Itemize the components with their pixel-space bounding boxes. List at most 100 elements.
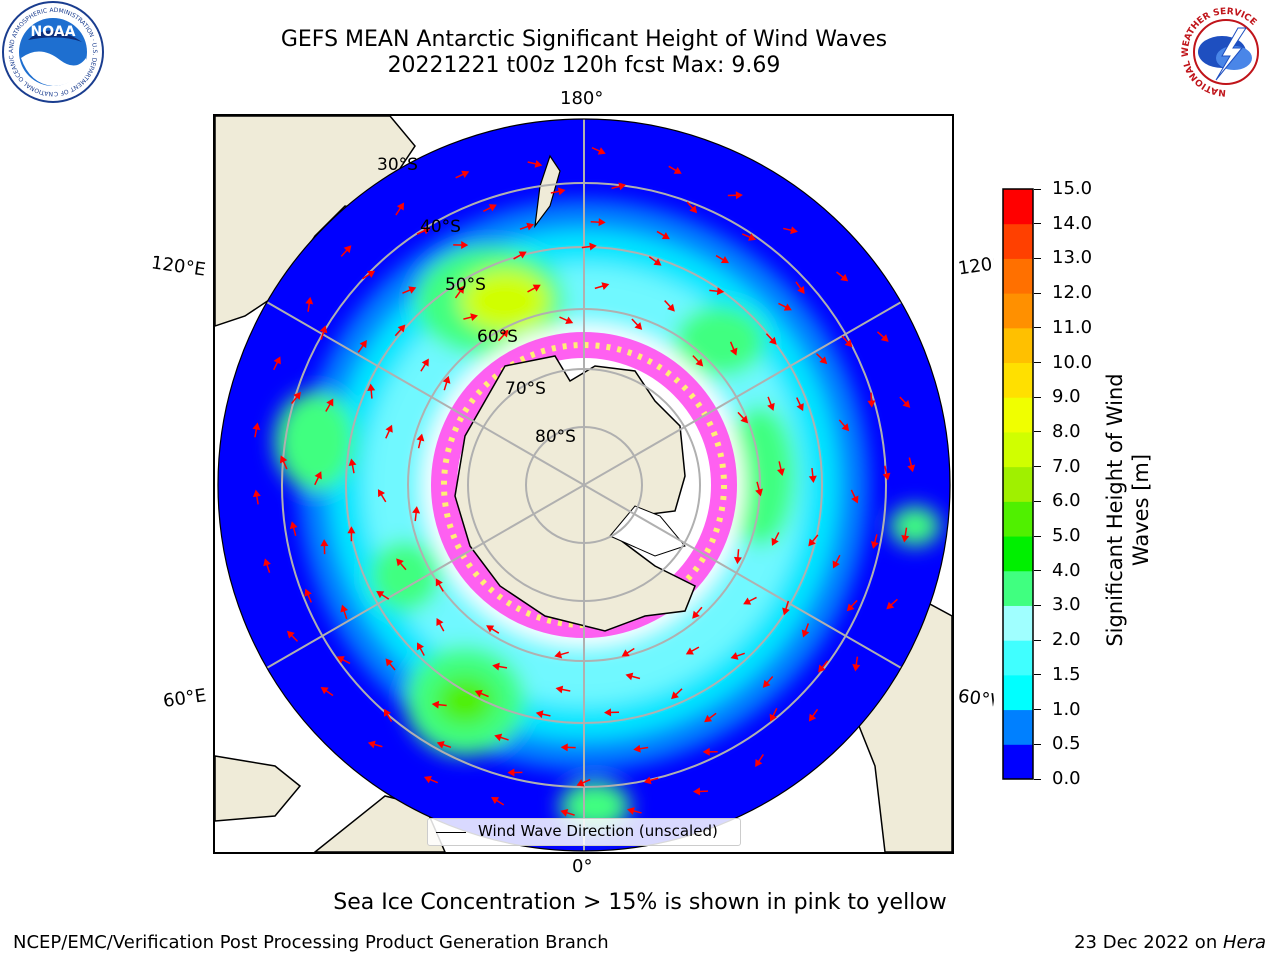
colorbar-tick-label: 14.0 — [1052, 212, 1093, 234]
wave-direction-arrow — [692, 355, 704, 367]
colorbar-tick-label: 10.0 — [1052, 351, 1093, 373]
wave-direction-arrow — [463, 313, 478, 322]
wave-direction-arrow — [442, 375, 451, 391]
colorbar-tick-mark — [1034, 466, 1041, 468]
wave-direction-arrow — [693, 787, 709, 796]
colorbar-tick-label: 9.0 — [1052, 386, 1081, 408]
colorbar-tick-mark — [1034, 292, 1041, 294]
map-legend: Wind Wave Direction (unscaled) — [427, 818, 741, 846]
colorbar-band — [1003, 501, 1033, 537]
nws-logo: NATIONAL WEATHER SERVICE — [1178, 4, 1274, 100]
colorbar-title-line2: Waves [m] — [1129, 453, 1153, 567]
colorbar-tick-mark — [1034, 431, 1041, 433]
wave-direction-arrow — [852, 656, 861, 672]
lat-label-30s: 30°S — [377, 155, 418, 175]
wave-direction-arrow — [594, 282, 610, 290]
colorbar-tick-mark — [1034, 188, 1041, 190]
wave-direction-arrow — [290, 391, 301, 405]
wave-direction-arrow — [273, 356, 281, 371]
wave-direction-arrow — [838, 419, 850, 432]
wave-direction-arrow — [535, 710, 551, 719]
wave-direction-arrow — [591, 147, 606, 155]
colorbar — [1002, 188, 1034, 780]
wave-direction-arrow — [870, 534, 879, 549]
colorbar-tick-label: 0.0 — [1052, 768, 1081, 789]
wave-direction-arrow — [729, 341, 738, 356]
footer-host: Hera — [1222, 932, 1266, 953]
wave-direction-arrow — [513, 251, 527, 260]
wave-direction-arrow — [832, 554, 841, 569]
colorbar-title: Significant Height of Wind Waves [m] — [1102, 350, 1154, 670]
wave-direction-arrow — [436, 740, 452, 749]
wave-direction-arrow — [289, 521, 298, 536]
wave-direction-arrow — [305, 296, 314, 312]
wave-direction-arrow — [741, 233, 757, 241]
wave-direction-arrow — [325, 398, 334, 412]
wave-direction-arrow — [252, 489, 261, 505]
colorbar-tick-label: 15.0 — [1052, 178, 1093, 199]
wave-direction-arrow — [304, 588, 312, 603]
wave-direction-arrow — [497, 329, 509, 342]
wave-direction-arrow — [755, 754, 764, 767]
wave-direction-arrow — [555, 685, 571, 694]
wave-direction-arrow — [431, 700, 447, 709]
colorbar-tick-label: 2.0 — [1052, 629, 1081, 651]
wave-direction-arrow — [867, 392, 876, 408]
wave-direction-arrow — [455, 170, 470, 179]
new-zealand — [534, 154, 561, 229]
colorbar-tick-mark — [1034, 639, 1041, 641]
wave-direction-arrow — [755, 481, 763, 497]
colorbar-tick-label: 1.5 — [1052, 663, 1081, 685]
colorbar-band — [1003, 674, 1033, 711]
map-panel: 30°S 40°S 50°S 60°S 70°S 80°S — [213, 114, 954, 854]
wave-direction-arrow — [279, 455, 288, 470]
wave-direction-arrow — [560, 743, 576, 752]
svg-text:NOAA: NOAA — [31, 24, 76, 40]
wave-direction-arrow — [815, 353, 828, 365]
colorbar-band — [1003, 327, 1033, 364]
wave-direction-arrow — [692, 606, 703, 619]
wave-direction-arrow — [899, 396, 911, 408]
lon-label-60e: 60°E — [161, 685, 208, 712]
wave-direction-arrow — [367, 383, 376, 399]
colorbar-tick-mark — [1034, 674, 1041, 676]
colorbar-tick-label: 0.5 — [1052, 733, 1081, 755]
colorbar-tick-label: 7.0 — [1052, 455, 1081, 477]
wave-direction-arrow — [611, 182, 627, 191]
wave-direction-arrow — [423, 775, 439, 784]
wave-direction-arrow — [482, 204, 497, 212]
antarctica-land — [454, 355, 696, 632]
colorbar-band — [1003, 258, 1033, 294]
colorbar-band — [1003, 570, 1033, 606]
colorbar-band — [1003, 223, 1033, 259]
colorbar-band — [1003, 362, 1033, 398]
wave-direction-arrow — [454, 285, 465, 299]
wave-direction-arrow — [396, 558, 407, 571]
wave-direction-arrow — [474, 689, 489, 698]
lon-label-120w: 120°W — [956, 253, 996, 280]
wave-direction-arrow — [668, 165, 682, 174]
wave-direction-arrow — [319, 325, 328, 340]
wave-direction-arrow — [385, 658, 396, 671]
colorbar-tick-mark — [1034, 709, 1041, 711]
wave-direction-arrow — [704, 712, 717, 723]
colorbar-band — [1003, 431, 1033, 468]
lon-label-120e: 120°E — [149, 252, 207, 281]
wave-direction-arrow — [357, 340, 367, 353]
wave-direction-arrow — [320, 539, 329, 555]
wave-direction-arrow — [435, 578, 444, 592]
colorbar-tick-label: 1.0 — [1052, 698, 1081, 720]
wave-direction-arrow — [783, 226, 798, 235]
colorbar-title-line1: Significant Height of Wind — [1103, 373, 1127, 647]
wave-direction-arrow — [519, 222, 535, 231]
wave-direction-arrow — [737, 411, 749, 424]
wave-direction-arrow — [631, 318, 643, 330]
wave-direction-arrow — [367, 740, 383, 749]
wave-direction-arrow — [560, 808, 575, 817]
colorbar-tick-mark — [1034, 396, 1041, 398]
graticule — [218, 119, 950, 851]
lon-label-60w: 60°W — [956, 685, 996, 712]
wave-direction-arrow — [733, 549, 742, 565]
lon-label-0: 0° — [572, 856, 593, 877]
colorbar-tick-label: 4.0 — [1052, 559, 1081, 581]
